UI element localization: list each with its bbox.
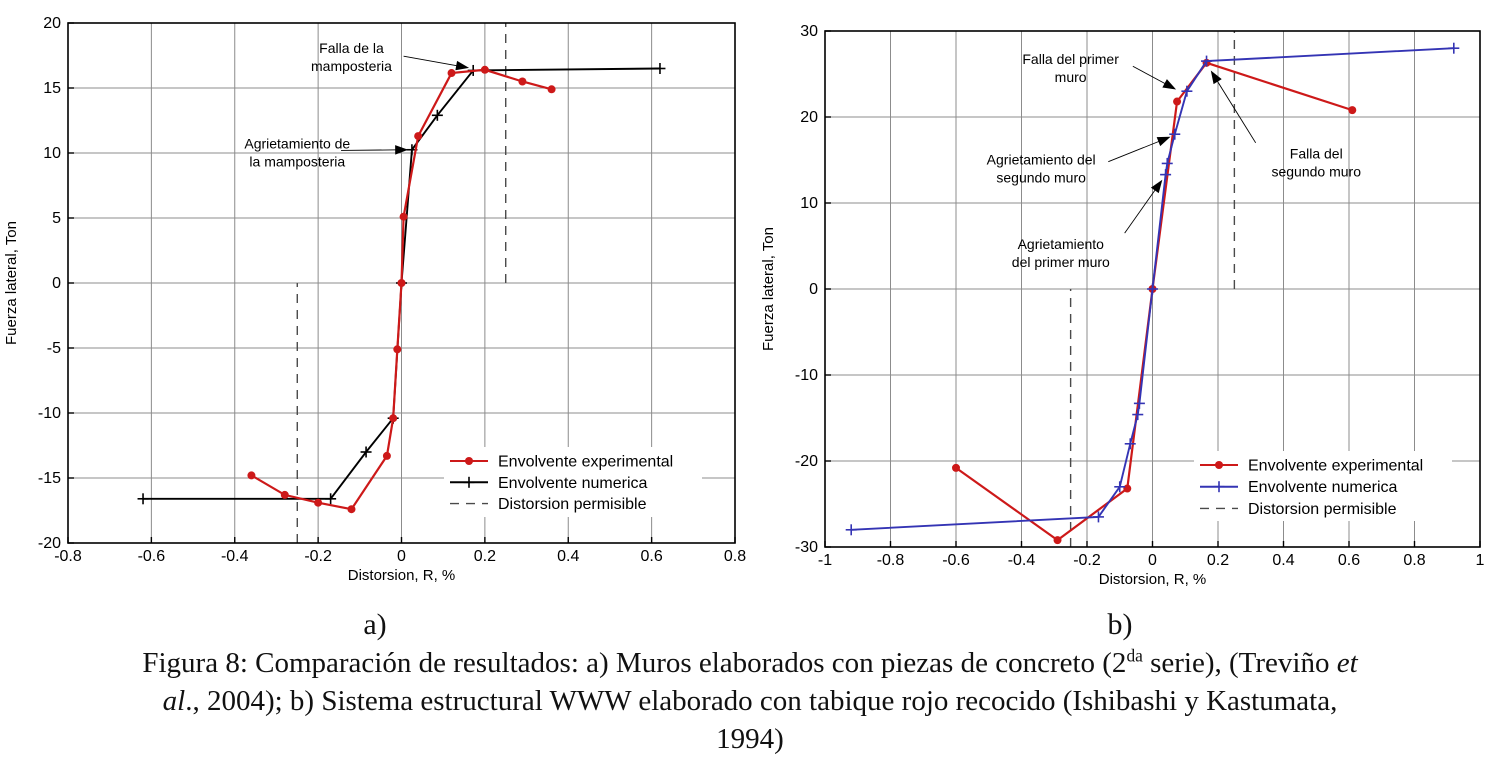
data-point-dot [399,212,408,221]
data-point-dot [393,345,402,354]
data-point-dot [314,498,323,507]
legend-label: Envolvente experimental [498,454,673,471]
caption-segment: ., 2004); b) Sistema estructural WWW ela… [185,685,1338,717]
x-tick-label: -1 [818,552,832,569]
x-axis-label: Distorsion, R, % [1099,571,1207,588]
caption-segment: al [162,685,186,717]
y-tick-label: 10 [43,145,61,162]
x-tick-label: -0.8 [877,552,905,569]
data-point-dot [414,132,423,141]
data-point-dot [247,471,256,480]
annotation-text: Falla del segundo muro [1271,146,1361,180]
y-tick-label: -10 [38,405,61,422]
caption-segment: da [1126,645,1143,666]
caption-segment: et [1336,647,1358,679]
x-tick-label: 0.2 [1207,552,1229,569]
subfigure-label-b: b) [1107,608,1133,641]
caption-segment: 1994) [716,723,784,755]
y-tick-label: 20 [800,109,818,126]
chart-b: Falla del primer muro Agrietamiento del seg… [760,23,1485,588]
annotation-arrowhead [1162,79,1177,90]
annotation-leader-line [1108,139,1163,163]
annotation-text: Agrietamiento de la mamposteria [244,135,350,169]
y-tick-label: 30 [800,23,818,40]
data-point-dot [1053,536,1062,545]
data-point-dot [447,69,456,78]
subfigure-label-a: a) [363,608,387,641]
x-tick-label: 0.8 [724,548,746,565]
x-tick-label: 0 [1148,552,1157,569]
y-tick-label: -20 [38,535,61,552]
legend-label: Distorsion permisible [498,496,647,513]
y-tick-label: 10 [800,195,818,212]
x-tick-label: 0.6 [641,548,663,565]
x-tick-label: 0.2 [474,548,496,565]
data-point-dot [382,451,391,460]
y-tick-label: -10 [795,367,818,384]
x-tick-label: 1 [1476,552,1485,569]
annotation-arrowhead [395,145,409,155]
caption-segment: serie), (Treviño [1142,647,1337,679]
x-tick-label: 0.4 [557,548,579,565]
x-tick-label: -0.2 [304,548,332,565]
data-point-dot [518,77,527,86]
annotation-leader-line [1124,186,1158,234]
x-axis-label: Distorsion, R, % [348,567,456,584]
data-point-dot [547,85,556,94]
annotation-leader-line [1215,77,1257,144]
data-point-dot [952,463,960,472]
legend-label: Envolvente experimental [1248,458,1423,475]
x-tick-label: -0.6 [138,548,166,565]
legend-label: Distorsion permisible [1248,501,1397,518]
y-tick-label: -15 [38,470,61,487]
data-point-dot [1348,106,1357,115]
annotation-leader-line [341,149,400,151]
y-tick-label: 0 [809,281,818,298]
legend-marker-dot [465,457,473,465]
caption-segment: Figura 8: Comparación de resultados: a) … [142,647,1127,679]
annotation-arrowhead [1210,70,1222,85]
series-line [250,68,552,511]
y-tick-label: 0 [52,275,61,292]
annotation-text: Agrietamiento del segundo muro [987,152,1096,186]
y-tick-label: 5 [52,210,61,227]
y-tick-label: 15 [43,80,61,97]
chart-a: Falla de la mamposteria Agrietamiento de la… [3,15,746,584]
x-tick-label: 0 [397,548,406,565]
data-point-dot [389,414,398,423]
y-tick-label: 20 [43,15,61,32]
figure-caption: Figura 8: Comparación de resultados: a) … [0,644,1500,758]
x-tick-label: -0.8 [54,548,82,565]
x-tick-label: 0.4 [1272,552,1294,569]
legend-label: Envolvente numerica [498,475,648,492]
y-tick-label: -5 [47,340,61,357]
data-point-dot [347,505,356,514]
data-point-dot [280,490,289,499]
annotation-arrowhead [1156,136,1171,147]
data-point-dot [1123,484,1132,493]
y-tick-label: -30 [795,539,818,556]
y-axis-label: Fuerza lateral, Ton [760,227,777,351]
annotation-text: Falla del primer muro [1022,51,1119,85]
legend-marker-dot [1215,461,1223,469]
x-tick-label: -0.4 [1008,552,1036,569]
y-axis-label: Fuerza lateral, Ton [3,221,20,345]
x-tick-label: -0.4 [221,548,249,565]
x-tick-label: 0.8 [1403,552,1425,569]
y-tick-label: -20 [795,453,818,470]
x-tick-label: 0.6 [1338,552,1360,569]
data-point-dot [480,65,489,74]
x-tick-label: -0.2 [1073,552,1101,569]
annotation-leader-line [403,55,461,67]
annotation-arrowhead [455,60,470,71]
data-point-dot [1173,97,1182,106]
legend-label: Envolvente numerica [1248,479,1398,496]
annotation-text: Agrietamiento del primer muro [1012,236,1110,270]
x-tick-label: -0.6 [942,552,970,569]
annotation-leader-line [1132,65,1169,86]
annotation-arrowhead [1150,179,1163,194]
data-point-dot [397,279,406,287]
annotation-text: Falla de la mamposteria [311,40,392,74]
